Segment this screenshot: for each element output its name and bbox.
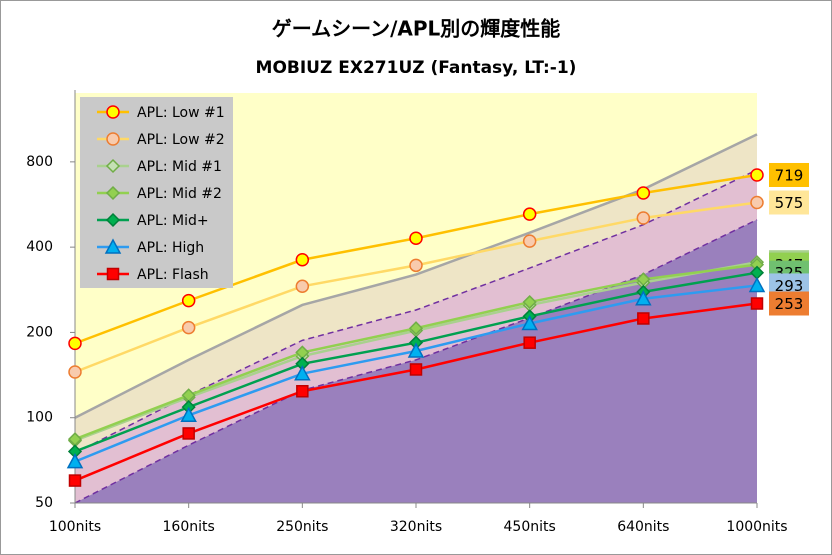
x-tick-label: 450nits xyxy=(504,519,556,535)
chart-title: ゲームシーン/APL別の輝度性能 xyxy=(272,17,561,41)
legend-marker xyxy=(105,185,121,201)
legend-label: APL: Mid #2 xyxy=(137,186,222,202)
y-tick-label: 50 xyxy=(35,495,53,511)
data-point xyxy=(66,453,84,469)
legend-label: APL: Low #2 xyxy=(137,132,225,148)
data-point xyxy=(296,384,309,398)
data-point xyxy=(68,336,82,351)
data-point xyxy=(409,231,423,245)
reference-area xyxy=(75,219,757,503)
data-point xyxy=(750,297,764,310)
legend-label: APL: High xyxy=(137,240,204,256)
data-point xyxy=(182,427,195,440)
x-tick-label: 160nits xyxy=(163,519,215,535)
data-label: 575 xyxy=(775,194,804,212)
data-point xyxy=(522,234,537,248)
y-tick-label: 800 xyxy=(26,154,53,170)
legend-label: APL: Mid+ xyxy=(137,213,209,229)
data-point xyxy=(407,342,425,358)
x-tick-label: 250nits xyxy=(276,519,328,535)
legend-label: APL: Low #1 xyxy=(137,105,225,121)
y-tick-label: 100 xyxy=(26,410,53,426)
chart-subtitle: MOBIUZ EX271UZ (Fantasy, LT:-1) xyxy=(256,58,577,78)
y-tick-label: 200 xyxy=(26,324,53,340)
data-label-box xyxy=(769,162,809,187)
data-point xyxy=(295,253,310,267)
data-label-box xyxy=(769,291,809,316)
data-label: 253 xyxy=(775,295,804,313)
data-label: 719 xyxy=(775,166,804,184)
data-point xyxy=(748,276,766,293)
y-tick-label: 400 xyxy=(26,239,53,255)
data-point xyxy=(637,312,650,325)
data-label-box xyxy=(769,190,809,215)
data-point xyxy=(636,211,651,225)
data-point xyxy=(181,293,196,308)
data-point xyxy=(295,279,310,294)
data-point xyxy=(68,474,82,487)
legend-marker xyxy=(106,105,120,119)
legend-marker xyxy=(105,212,121,228)
data-point xyxy=(522,207,537,221)
data-point xyxy=(635,290,652,306)
legend-label: APL: Flash xyxy=(137,267,209,283)
data-point xyxy=(181,320,196,335)
x-tick-label: 320nits xyxy=(390,519,442,535)
legend-marker xyxy=(106,132,120,146)
x-tick-label: 1000nits xyxy=(726,519,787,535)
data-point xyxy=(523,336,536,349)
data-point xyxy=(180,406,197,423)
data-point xyxy=(68,365,82,379)
legend-marker xyxy=(106,267,120,281)
x-tick-label: 100nits xyxy=(49,519,101,535)
data-label: 293 xyxy=(775,277,804,295)
data-point xyxy=(750,195,764,210)
legend-marker xyxy=(105,158,121,174)
data-point xyxy=(636,186,651,200)
data-point xyxy=(750,168,764,182)
data-point xyxy=(408,321,424,336)
x-tick-label: 640nits xyxy=(617,519,669,535)
legend-marker xyxy=(104,238,122,254)
data-point xyxy=(294,365,311,381)
legend: APL: Low #1 APL: Low #2 APL: Mid #1 APL: Mi… xyxy=(80,97,233,288)
data-point xyxy=(409,363,423,376)
data-point xyxy=(521,314,538,331)
data-point xyxy=(409,258,423,273)
legend-label: APL: Mid #1 xyxy=(137,159,222,175)
data-point xyxy=(522,294,537,310)
